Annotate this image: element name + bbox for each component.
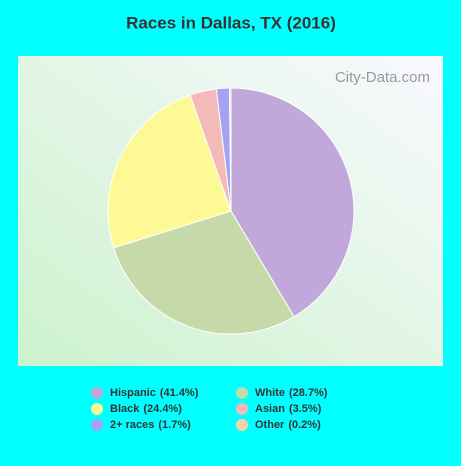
legend-swatch xyxy=(236,403,248,415)
chart-title: Races in Dallas, TX (2016) xyxy=(126,13,336,32)
pie-slice xyxy=(107,94,232,249)
legend-value: (0.2%) xyxy=(288,419,321,431)
legend-value: (41.4%) xyxy=(160,387,199,399)
legend-label: 2+ races (1.7%) xyxy=(110,419,191,431)
legend-category: White xyxy=(255,387,285,399)
legend-value: (1.7%) xyxy=(158,419,191,431)
legend-category: Black xyxy=(110,403,140,415)
legend-swatch xyxy=(236,387,248,399)
legend-swatch xyxy=(91,403,103,415)
legend-value: (3.5%) xyxy=(289,403,322,415)
legend-label: Black (24.4%) xyxy=(110,403,182,415)
legend-category: 2+ races xyxy=(110,419,154,431)
legend-label: White (28.7%) xyxy=(255,387,328,399)
legend-swatch xyxy=(91,419,103,431)
pie-slice xyxy=(228,87,232,212)
legend-swatch xyxy=(91,387,103,399)
pie-slice xyxy=(112,210,295,335)
legend-category: Asian xyxy=(255,403,285,415)
pie-slice xyxy=(230,87,355,318)
legend-label: Hispanic (41.4%) xyxy=(110,387,199,399)
legend-swatch xyxy=(236,419,248,431)
watermark: City-Data.com xyxy=(335,69,430,86)
legend-category: Other xyxy=(255,419,285,431)
legend-value: (28.7%) xyxy=(289,387,328,399)
legend-category: Hispanic xyxy=(110,387,156,399)
legend-label: Other (0.2%) xyxy=(255,419,321,431)
legend-value: (24.4%) xyxy=(143,403,182,415)
legend-label: Asian (3.5%) xyxy=(255,403,322,415)
